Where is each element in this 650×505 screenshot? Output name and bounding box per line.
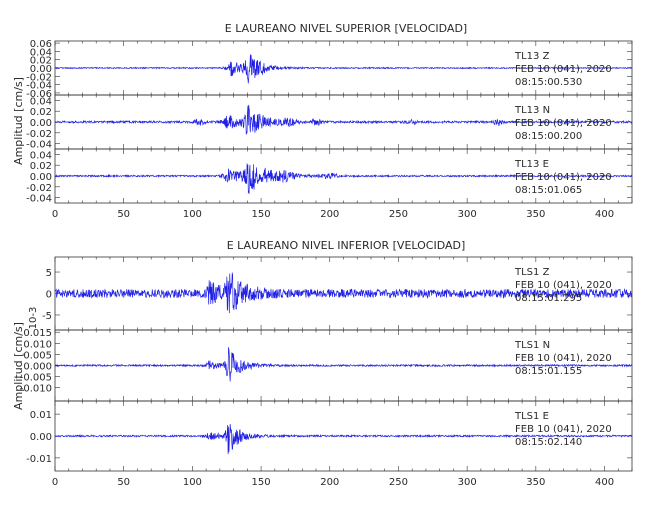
x-tick-label: 300: [458, 209, 477, 220]
y-tick-label: 0.00: [30, 432, 52, 443]
waveform-trace: [54, 272, 633, 314]
x-tick-label: 350: [526, 477, 545, 488]
station-component-label: TLS1 E: [514, 411, 549, 422]
x-tick-label: 150: [252, 477, 271, 488]
x-tick-label: 200: [320, 209, 339, 220]
station-component-label: TL13 E: [514, 159, 549, 170]
x-tick-label: 400: [595, 477, 614, 488]
y-tick-label: 0.00: [30, 64, 52, 75]
y-tick-label: 0.00: [30, 118, 52, 129]
y-tick-label: -0.04: [26, 81, 52, 92]
y-tick-label: 0.00: [30, 172, 52, 183]
y-tick-label: -0.02: [26, 129, 52, 140]
waveform-trace: [54, 163, 633, 194]
panel-1-z: 5 0 -5 TLS1 Z FEB 10 (041), 2020 08:15:01.295: [42, 256, 633, 331]
trace-date-label: FEB 10 (041), 2020: [515, 118, 612, 129]
x-tick-label: 50: [117, 209, 130, 220]
station-component-label: TLS1 Z: [514, 267, 550, 278]
trace-date-label: FEB 10 (041), 2020: [515, 172, 612, 183]
trace-date-label: FEB 10 (041), 2020: [515, 64, 612, 75]
x-tick-label: 200: [320, 477, 339, 488]
x-tick-label: 350: [526, 209, 545, 220]
x-tick-label: 400: [595, 209, 614, 220]
x-tick-label: 50: [117, 477, 130, 488]
y-tick-label: -0.02: [26, 183, 52, 194]
y-tick-label: 0.005: [23, 350, 52, 361]
station-component-label: TL13 Z: [514, 51, 550, 62]
y-tick-label: 0.02: [30, 56, 52, 67]
y-tick-label: 0.04: [30, 47, 52, 58]
y-tick-label: 0.02: [30, 107, 52, 118]
waveform-trace: [54, 104, 633, 135]
station-component-label: TL13 N: [514, 105, 550, 116]
y-tick-label: -0.04: [26, 140, 52, 151]
panel-0-n: 0.040.020.00-0.02-0.04 TL13 N FEB 10 (041)…: [26, 94, 633, 151]
trace-start-time-label: 08:15:00.200: [515, 131, 582, 142]
trace-start-time-label: 08:15:00.530: [515, 77, 582, 88]
upper-chart-title: E LAUREANO NIVEL SUPERIOR [VELOCIDAD]: [225, 22, 467, 35]
trace-date-label: FEB 10 (041), 2020: [515, 424, 612, 435]
upper-chart-y-axis-label: Amplitud [cm/s]: [12, 77, 25, 165]
trace-start-time-label: 08:15:01.295: [515, 293, 582, 304]
y-tick-label: 5: [46, 268, 52, 279]
waveform-trace: [54, 347, 633, 382]
trace-date-label: FEB 10 (041), 2020: [515, 353, 612, 364]
y-tick-label: 0.01: [30, 410, 52, 421]
x-tick-label: 0: [52, 477, 58, 488]
lower-chart-y-axis-label: Amplitud [cm/s]: [12, 322, 25, 410]
trace-start-time-label: 08:15:01.155: [515, 366, 582, 377]
waveform-trace: [54, 54, 633, 84]
y-tick-label: 0.02: [30, 161, 52, 172]
y-tick-label: -0.04: [26, 194, 52, 205]
y-tick-label: -0.005: [20, 373, 52, 384]
x-tick-label: 100: [183, 209, 202, 220]
y-tick-label: -0.02: [26, 72, 52, 83]
y-tick-label: 0.015: [23, 328, 52, 339]
y-tick-label: 0.04: [30, 150, 52, 161]
station-component-label: TLS1 N: [514, 340, 550, 351]
y-tick-label: 0.000: [23, 362, 52, 373]
y-tick-label: 0.04: [30, 96, 52, 107]
panel-0-z: 0.060.040.020.00-0.02-0.04-0.06 TL13 Z FEB…: [26, 39, 633, 100]
y-tick-label: 0: [46, 290, 52, 301]
y-tick-label: -5: [42, 311, 52, 322]
x-tick-label: 100: [183, 477, 202, 488]
y-tick-label: -0.010: [20, 384, 52, 395]
trace-start-time-label: 08:15:02.140: [515, 437, 582, 448]
trace-date-label: FEB 10 (041), 2020: [515, 280, 612, 291]
x-tick-label: 150: [252, 209, 271, 220]
y-tick-label: 0.010: [23, 339, 52, 350]
x-tick-label: 250: [389, 477, 408, 488]
x-tick-label: 0: [52, 209, 58, 220]
x-tick-label: 300: [458, 477, 477, 488]
y-tick-label: -0.06: [26, 89, 52, 100]
x-tick-label: 250: [389, 209, 408, 220]
panel-0-e: 0.040.020.00-0.02-0.04 TL13 E FEB 10 (041)…: [26, 148, 633, 220]
panel-1-e: 0.01 0.00 -0.01 TLS1 E FEB 10 (041), 2020 08:…: [26, 400, 633, 488]
lower-chart-title: E LAUREANO NIVEL INFERIOR [VELOCIDAD]: [227, 239, 466, 252]
trace-start-time-label: 08:15:01.065: [515, 185, 582, 196]
y-tick-label: -0.01: [26, 454, 52, 465]
waveform-trace: [54, 423, 633, 455]
lower-chart-scale-factor: 10-3: [28, 307, 39, 330]
y-tick-label: 0.06: [30, 39, 52, 50]
